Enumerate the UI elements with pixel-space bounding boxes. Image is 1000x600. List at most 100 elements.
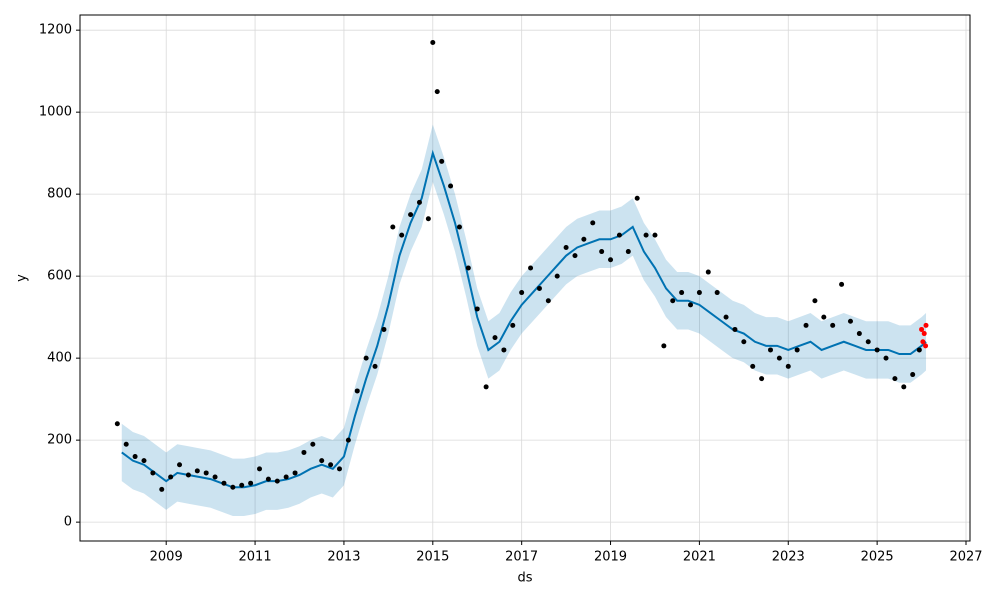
data-point (292, 470, 298, 476)
data-point (528, 265, 534, 271)
data-point (554, 273, 560, 279)
data-point (474, 306, 480, 312)
x-axis-label: ds (517, 571, 532, 586)
data-point (328, 462, 334, 468)
x-tick-label: 2009 (150, 550, 183, 565)
x-tick-label: 2021 (683, 550, 716, 565)
data-point (590, 220, 596, 226)
data-point (785, 363, 791, 369)
data-point (519, 290, 525, 296)
data-point (257, 466, 263, 472)
data-point (919, 326, 925, 332)
data-point (492, 335, 498, 341)
data-point (705, 269, 711, 275)
data-point (310, 441, 316, 447)
data-point (901, 384, 907, 390)
data-point (643, 232, 649, 238)
x-tick-label: 2025 (861, 550, 894, 565)
data-point (248, 480, 254, 486)
data-point (581, 236, 587, 242)
uncertainty-band (121, 124, 927, 516)
data-point (634, 195, 640, 201)
data-point (114, 421, 120, 427)
data-point (732, 326, 738, 332)
data-point (661, 343, 667, 349)
data-point (123, 441, 129, 447)
data-point (767, 347, 773, 353)
x-tick-label: 2017 (505, 550, 538, 565)
data-point (336, 466, 342, 472)
data-point (670, 298, 676, 304)
data-point (916, 347, 922, 353)
data-point (194, 468, 200, 474)
data-point (883, 355, 889, 361)
data-point (283, 474, 289, 480)
data-point (408, 212, 414, 218)
y-tick-label: 1200 (39, 23, 72, 38)
y-tick-label: 400 (47, 351, 72, 366)
data-point (465, 265, 471, 271)
data-point (381, 326, 387, 332)
data-point (839, 281, 845, 287)
data-point (448, 183, 454, 189)
data-point (923, 343, 929, 349)
y-tick-label: 1000 (39, 105, 72, 120)
data-point (265, 476, 271, 482)
x-tick-label: 2015 (416, 550, 449, 565)
data-point (274, 478, 280, 484)
data-point (652, 232, 658, 238)
data-point (750, 363, 756, 369)
x-tick-label: 2019 (594, 550, 627, 565)
data-point (456, 224, 462, 230)
forecast-line (121, 149, 927, 489)
data-point (536, 285, 542, 291)
data-point (372, 363, 378, 369)
data-point (847, 318, 853, 324)
data-point (616, 232, 622, 238)
data-point (230, 484, 236, 490)
data-point (803, 322, 809, 328)
data-point (910, 372, 916, 378)
data-point (483, 384, 489, 390)
data-point (510, 322, 516, 328)
plot-frame (79, 14, 971, 542)
data-point (923, 322, 929, 328)
data-point (920, 339, 926, 345)
data-point (545, 298, 551, 304)
y-tick-label: 600 (47, 269, 72, 284)
x-tick-label: 2013 (327, 550, 360, 565)
data-point (572, 253, 578, 259)
data-point (599, 249, 605, 255)
data-point (830, 322, 836, 328)
data-point (921, 331, 927, 337)
data-point (679, 290, 685, 296)
data-point (434, 89, 440, 95)
data-point (874, 347, 880, 353)
data-point (345, 437, 351, 443)
y-tick-label: 200 (47, 433, 72, 448)
data-point (608, 257, 614, 263)
data-point (185, 472, 191, 478)
data-point (177, 462, 183, 468)
data-point (141, 458, 147, 464)
data-point (563, 244, 569, 250)
x-tick-label: 2023 (772, 550, 805, 565)
data-point (821, 314, 827, 320)
data-point (696, 290, 702, 296)
data-point (416, 199, 422, 205)
data-point (794, 347, 800, 353)
data-point (203, 470, 209, 476)
data-point (625, 249, 631, 255)
data-point (430, 39, 436, 45)
data-point (168, 474, 174, 480)
data-point (776, 355, 782, 361)
data-point (301, 449, 307, 455)
data-point (425, 216, 431, 222)
data-point (159, 486, 165, 492)
data-point (390, 224, 396, 230)
x-tick-label: 2011 (239, 550, 272, 565)
y-axis-label: y (15, 274, 30, 282)
